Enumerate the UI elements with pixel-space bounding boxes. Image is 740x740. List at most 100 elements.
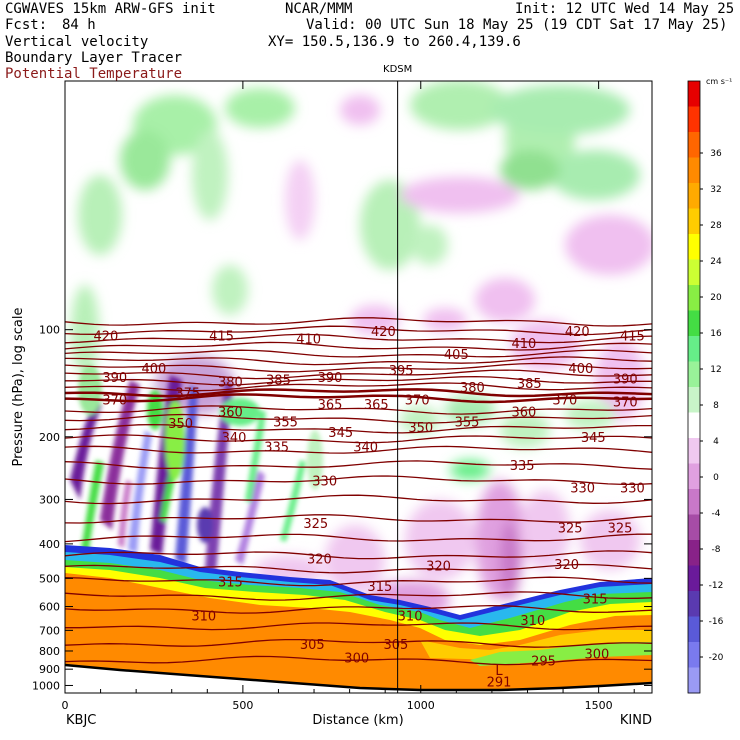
- y-tick-label: 1000: [32, 679, 60, 692]
- field-vertical-velocity: Vertical velocity: [5, 34, 149, 50]
- colorbar-tick-label: -4: [712, 509, 721, 519]
- isentrope-label: 305: [383, 638, 408, 653]
- isentrope-label: 295: [531, 654, 556, 669]
- field-potential-temperature: Potential Temperature: [5, 66, 183, 82]
- colorbar-tick-label: -8: [712, 545, 721, 555]
- x-tick-label: 1500: [585, 699, 613, 712]
- colorbar-swatch: [688, 463, 700, 490]
- isentrope-line: [65, 382, 652, 392]
- colorbar-swatch: [688, 591, 700, 617]
- isentropes: [65, 317, 652, 666]
- kdsm-label: KDSM: [383, 64, 412, 75]
- colorbar: 36 32 28 24 20 16 12 8 4 0 -4 -8 -12 -16 -20: [687, 80, 724, 694]
- isentrope-label: 320: [554, 558, 579, 573]
- cross-section-endpoints: XY= 150.5,136.9 to 260.4,139.6: [268, 34, 521, 50]
- isentrope-label: 390: [102, 371, 127, 386]
- isentrope-line: [65, 622, 652, 631]
- isentrope-label: 310: [398, 609, 423, 624]
- colorbar-tick-label: -20: [709, 653, 724, 663]
- isentrope-label: 345: [328, 426, 353, 441]
- isentrope-label: 370: [102, 393, 127, 408]
- colorbar-tick-label: 28: [710, 221, 722, 231]
- isentrope-line: [65, 591, 652, 601]
- isentrope-label: 385: [266, 373, 291, 388]
- isentrope-label: 330: [620, 482, 645, 497]
- isentrope-label: 415: [620, 330, 645, 345]
- y-tick-label: 200: [39, 431, 60, 444]
- colorbar-tick-label: 0: [713, 473, 719, 483]
- isentrope-line: [65, 604, 652, 614]
- isentrope-label: 385: [517, 377, 542, 392]
- isentrope-label: 355: [455, 415, 480, 430]
- isentrope-label: 305: [300, 638, 325, 653]
- x-tick-label: 0: [62, 699, 69, 712]
- terrain: [65, 665, 652, 693]
- colorbar-swatch: [688, 183, 700, 209]
- colorbar-swatch: [688, 310, 700, 337]
- isentrope-label: 335: [510, 459, 535, 474]
- isentrope-line: [65, 563, 652, 574]
- isentrope-line: [65, 445, 652, 454]
- isentrope-label: 365: [364, 398, 389, 413]
- colorbar-swatch: [688, 412, 700, 439]
- isentrope-line: [65, 317, 652, 327]
- isentrope-label: 315: [218, 575, 243, 590]
- org-label: NCAR/MMM: [285, 1, 353, 17]
- isentrope-label: 400: [142, 362, 167, 377]
- isentrope-label: 320: [307, 553, 332, 568]
- isentrope-label: 330: [312, 474, 337, 489]
- isentrope-label: 350: [408, 421, 433, 436]
- colorbar-tick-label: 4: [713, 437, 719, 447]
- colorbar-swatch: [688, 565, 700, 592]
- isentrope-label: 355: [273, 415, 298, 430]
- colorbar-swatch: [688, 157, 700, 184]
- isentrope-line: [65, 405, 652, 415]
- isentrope-line: [65, 576, 652, 587]
- colorbar-tick-label: 24: [710, 257, 722, 267]
- isentrope-label: 291: [487, 676, 512, 691]
- colorbar-swatch: [688, 234, 700, 260]
- isentrope-label: 390: [318, 371, 343, 386]
- isentrope-label: 370: [405, 393, 430, 408]
- isentrope-label: 420: [93, 330, 118, 345]
- y-tick-label: 800: [39, 645, 60, 658]
- isentrope-line: [65, 460, 652, 470]
- y-tick-label: 900: [39, 663, 60, 676]
- colorbar-swatch: [688, 361, 700, 388]
- y-tick-label: 300: [39, 493, 60, 506]
- isentrope-label: 340: [222, 431, 247, 446]
- isentrope-label: 395: [389, 364, 414, 379]
- isentrope-line: [65, 413, 652, 424]
- isentrope-label: 325: [558, 522, 583, 537]
- x-axis: 0 500 1000 1500: [62, 81, 635, 712]
- isentrope-label: 420: [565, 325, 590, 340]
- plot-field: 420 415 410 420 405 410 420 415 400 400 390 380 385 3…: [65, 81, 652, 693]
- colorbar-tick-label: 36: [710, 149, 722, 159]
- x-axis-label: Distance (km): [312, 713, 403, 728]
- colorbar-swatch: [688, 336, 700, 362]
- isentrope-line: [65, 514, 652, 524]
- y-tick-label: 600: [39, 601, 60, 614]
- colorbar-swatch: [688, 514, 700, 541]
- y-tick-label: 100: [39, 324, 60, 337]
- isentrope-label: 310: [520, 614, 545, 629]
- isentrope-label: 370: [613, 395, 638, 410]
- isentrope-label: L: [495, 664, 503, 679]
- colorbar-swatch: [688, 208, 700, 235]
- colorbar-swatch: [688, 616, 700, 643]
- colorbar-swatch: [688, 540, 700, 566]
- field-boundary-layer-tracer: Boundary Layer Tracer: [5, 50, 183, 66]
- isentrope-line: [65, 388, 652, 398]
- colorbar-swatch: [688, 106, 700, 133]
- colorbar-swatch: [688, 285, 700, 311]
- isentrope-line: [65, 325, 652, 336]
- isentrope-line: [65, 655, 652, 666]
- isentrope-line: [65, 333, 652, 344]
- isentrope-line: [65, 341, 652, 351]
- colorbar-tick-label: 12: [710, 365, 721, 375]
- y-tick-label: 700: [39, 624, 60, 637]
- x-tick-label: 500: [232, 699, 253, 712]
- isentrope-label: 310: [191, 609, 216, 624]
- colorbar-swatch: [688, 259, 700, 286]
